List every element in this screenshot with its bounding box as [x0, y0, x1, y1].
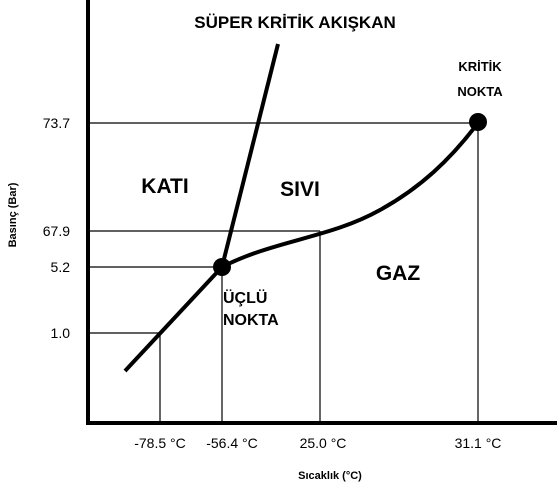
critical-label: NOKTA — [457, 84, 503, 99]
y-tick-label: 5.2 — [51, 259, 71, 275]
sublimation-curve — [123, 265, 224, 373]
guide-lines — [88, 122, 479, 423]
x-axis-label: Sıcaklık (°C) — [298, 470, 362, 482]
melting-curve — [220, 43, 280, 268]
x-tick-label: 25.0 °C — [300, 435, 347, 451]
vaporization-curve — [221, 121, 480, 269]
x-tick-label: -56.4 °C — [206, 435, 258, 451]
region-label: GAZ — [376, 262, 421, 285]
phase-curves — [123, 43, 480, 373]
x-tick-label: -78.5 °C — [134, 435, 186, 451]
y-tick-label: 1.0 — [51, 325, 71, 341]
triple-point — [213, 258, 231, 276]
region-label: SIVI — [280, 178, 320, 201]
y-tick-label: 67.9 — [43, 223, 70, 239]
triple-label: ÜÇLÜ — [223, 288, 267, 307]
critical-label: KRİTİK — [458, 59, 502, 74]
y-axis-label: Basınç (Bar) — [7, 182, 19, 247]
triple-label: NOKTA — [223, 312, 279, 329]
title: SÜPER KRİTİK AKIŞKAN — [194, 13, 396, 32]
region-label: KATI — [141, 175, 188, 198]
x-tick-label: 31.1 °C — [455, 435, 502, 451]
y-tick-label: 73.7 — [43, 115, 70, 131]
critical-point — [469, 113, 487, 131]
